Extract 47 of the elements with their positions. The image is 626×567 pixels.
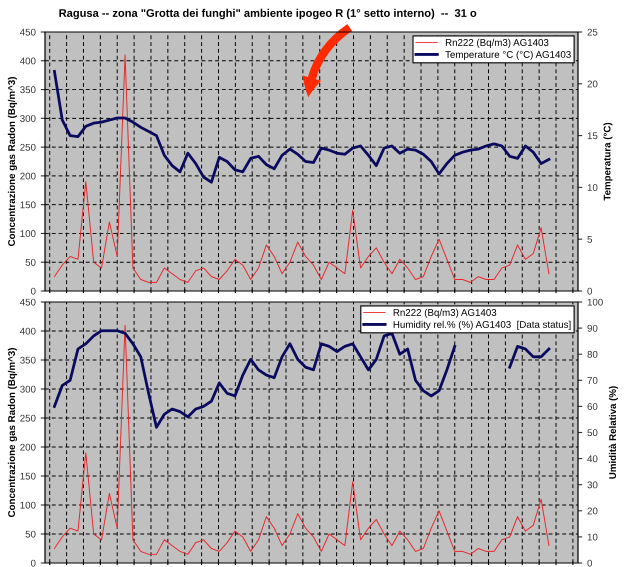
y2-axis-title: Temperatura (°C) [603, 122, 612, 201]
y-tick-label: 50 [26, 258, 36, 266]
y-tick-label: 300 [20, 115, 36, 122]
y-tick-label: 0 [30, 560, 36, 567]
y-tick-label: 0 [30, 288, 36, 295]
y-tick-label: 450 [20, 298, 36, 306]
y2-tick-label: 0 [587, 560, 592, 567]
y2-tick-label: 20 [588, 80, 598, 88]
line-series [53, 70, 550, 184]
y2-tick-label: 20 [588, 508, 598, 514]
y2-tick-label: 70 [588, 377, 598, 384]
legend-label: Rn222 (Bq/m3) AG1403 [446, 38, 548, 48]
y2-tick-label: 15 [588, 132, 598, 140]
y2-tick-label: 40 [587, 455, 598, 462]
y2-tick-label: 25 [588, 28, 598, 36]
y-tick-label: 400 [20, 328, 36, 335]
y-tick-label: 100 [20, 230, 36, 238]
y-tick-label: 50 [26, 530, 36, 538]
y2-tick-label: 0 [587, 288, 592, 295]
y-tick-label: 200 [20, 444, 36, 451]
y-tick-label: 200 [20, 172, 36, 180]
y-axis-title: Concentrazione gas Radon (Bq/m^3) [8, 348, 17, 518]
y-tick-label: 350 [20, 356, 36, 364]
y-tick-label: 250 [20, 144, 36, 151]
y-tick-label: 150 [20, 472, 36, 480]
y2-tick-label: 100 [588, 298, 603, 306]
y-tick-label: 100 [20, 502, 36, 509]
y2-tick-label: 80 [587, 350, 598, 358]
y2-tick-label: 30 [587, 481, 598, 488]
y-tick-label: 150 [20, 201, 36, 208]
y-axis-title: Concentrazione gas Radon (Bq/m^3) [8, 77, 17, 246]
y-tick-label: 300 [20, 386, 36, 393]
y-tick-label: 400 [20, 58, 36, 64]
y2-axis-title: Umidità Relativa (%) [608, 386, 618, 479]
y-tick-label: 350 [20, 86, 36, 94]
y2-tick-label: 60 [588, 403, 598, 410]
y-tick-label: 450 [20, 28, 36, 36]
y2-tick-label: 10 [588, 534, 598, 541]
legend-label: Rn222 (Bq/m3) AG1403 [394, 308, 496, 318]
y2-tick-label: 10 [588, 184, 598, 192]
y2-tick-label: 50 [587, 429, 598, 436]
y2-tick-label: 90 [587, 324, 598, 332]
legend-label: Temperature °C (°C) AG1403 [445, 50, 571, 60]
y-tick-label: 250 [20, 414, 36, 422]
chart-title: Ragusa -- zona "Grotta dei funghi" ambiente ipogeo R (1° setto interno) -- 31 o [59, 8, 476, 20]
y2-tick-label: 5 [587, 236, 592, 243]
legend-label: Humidity rel.% (%) AG1403 [Data status] [394, 320, 571, 330]
